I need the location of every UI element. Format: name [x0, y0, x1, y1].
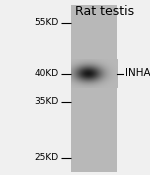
Text: Rat testis: Rat testis	[75, 5, 135, 18]
Bar	[70, 5, 117, 172]
Text: 55KD: 55KD	[34, 18, 58, 27]
Text: 35KD: 35KD	[34, 97, 58, 106]
Text: 25KD: 25KD	[34, 153, 58, 162]
Text: 40KD: 40KD	[34, 69, 58, 78]
Text: INHA: INHA	[124, 68, 150, 79]
